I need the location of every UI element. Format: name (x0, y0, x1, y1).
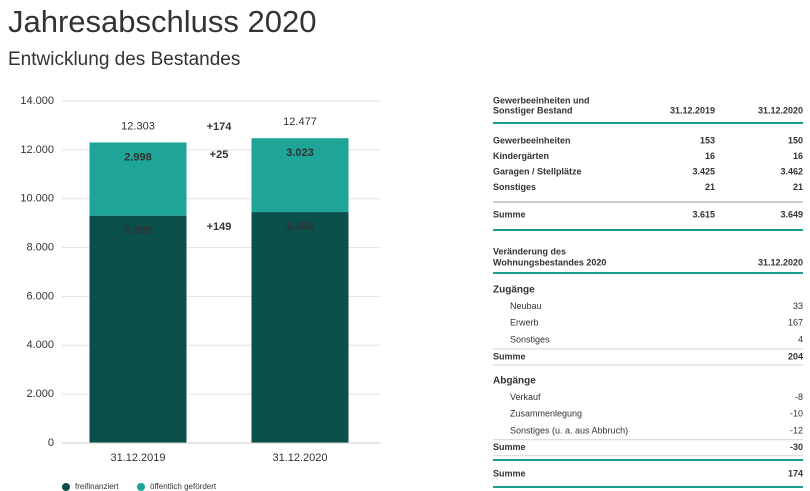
cell: 3.425 (692, 166, 715, 176)
x-tick-label: 31.12.2019 (110, 452, 165, 464)
cell: Zusammenlegung (510, 409, 582, 419)
table-header: Veränderung des (493, 246, 566, 256)
y-tick-label: 10.000 (20, 193, 54, 205)
table-header: 31.12.2019 (670, 105, 715, 115)
cell: 33 (793, 301, 803, 311)
cell: 150 (788, 135, 803, 145)
cell: 21 (705, 182, 715, 192)
annotation: +174 (207, 121, 233, 133)
table-header: Gewerbeeinheiten und (493, 95, 590, 105)
table-header: 31.12.2020 (758, 257, 803, 267)
bar-segment (89, 215, 187, 443)
value-label: 3.023 (286, 147, 314, 159)
table-header: Sonstiger Bestand (493, 105, 573, 115)
value-label: 9.305 (124, 225, 152, 237)
cell: Erwerb (510, 318, 539, 328)
cell: -10 (790, 409, 803, 419)
sum-cell: 3.615 (692, 209, 715, 219)
legend-marker (62, 483, 70, 491)
annotation: +149 (207, 221, 232, 233)
legend-label: öffentlich gefördert (150, 482, 217, 491)
cell: 4 (798, 334, 803, 344)
sum-cell: Summe (493, 468, 526, 478)
y-tick-label: 12.000 (20, 144, 54, 156)
cell: 3.462 (780, 166, 803, 176)
cell: Kindergärten (493, 151, 549, 161)
cell: 153 (700, 135, 715, 145)
legend-marker (137, 483, 145, 491)
cell: Sonstiges (u. a. aus Abbruch) (510, 425, 628, 435)
cell: -8 (795, 392, 803, 402)
y-tick-label: 0 (48, 437, 54, 449)
table-header: Wohnungsbestandes 2020 (493, 257, 606, 267)
bar-segment (251, 212, 349, 443)
y-tick-label: 14.000 (20, 95, 54, 107)
cell: 167 (788, 318, 803, 328)
bar-segment (89, 142, 187, 216)
cell: 16 (793, 151, 803, 161)
x-tick-label: 31.12.2020 (272, 452, 327, 464)
cell: Neubau (510, 301, 542, 311)
cell: Gewerbeeinheiten (493, 135, 571, 145)
sum-cell: Summe (493, 442, 526, 452)
legend-label: freifinanziert (75, 482, 119, 491)
section-title: Zugänge (493, 285, 535, 296)
y-tick-label: 2.000 (26, 388, 54, 400)
sum-cell: 3.649 (780, 209, 803, 219)
subtitle: Entwicklung des Bestandes (8, 49, 240, 70)
y-tick-label: 4.000 (26, 339, 54, 351)
sum-cell: Summe (493, 209, 526, 219)
cell: Garagen / Stellplätze (493, 166, 582, 176)
title: Jahresabschluss 2020 (8, 4, 316, 39)
y-tick-label: 6.000 (26, 290, 54, 302)
sum-cell: 174 (788, 468, 803, 478)
cell: 21 (793, 182, 803, 192)
total-label: 12.303 (121, 120, 155, 132)
value-label: 2.998 (124, 151, 152, 163)
total-label: 12.477 (283, 116, 317, 128)
cell: Sonstiges (493, 182, 536, 192)
cell: -12 (790, 425, 803, 435)
cell: Sonstiges (510, 334, 550, 344)
sum-cell: 204 (788, 351, 803, 361)
bar-segment (251, 138, 349, 213)
cell: Verkauf (510, 392, 541, 402)
section-title: Abgänge (493, 376, 536, 387)
table-header: 31.12.2020 (758, 105, 803, 115)
sum-cell: -30 (790, 442, 803, 452)
value-label: 9.454 (286, 221, 314, 233)
annotation: +25 (210, 149, 229, 161)
sum-cell: Summe (493, 351, 526, 361)
y-tick-label: 8.000 (26, 241, 54, 253)
cell: 16 (705, 151, 715, 161)
